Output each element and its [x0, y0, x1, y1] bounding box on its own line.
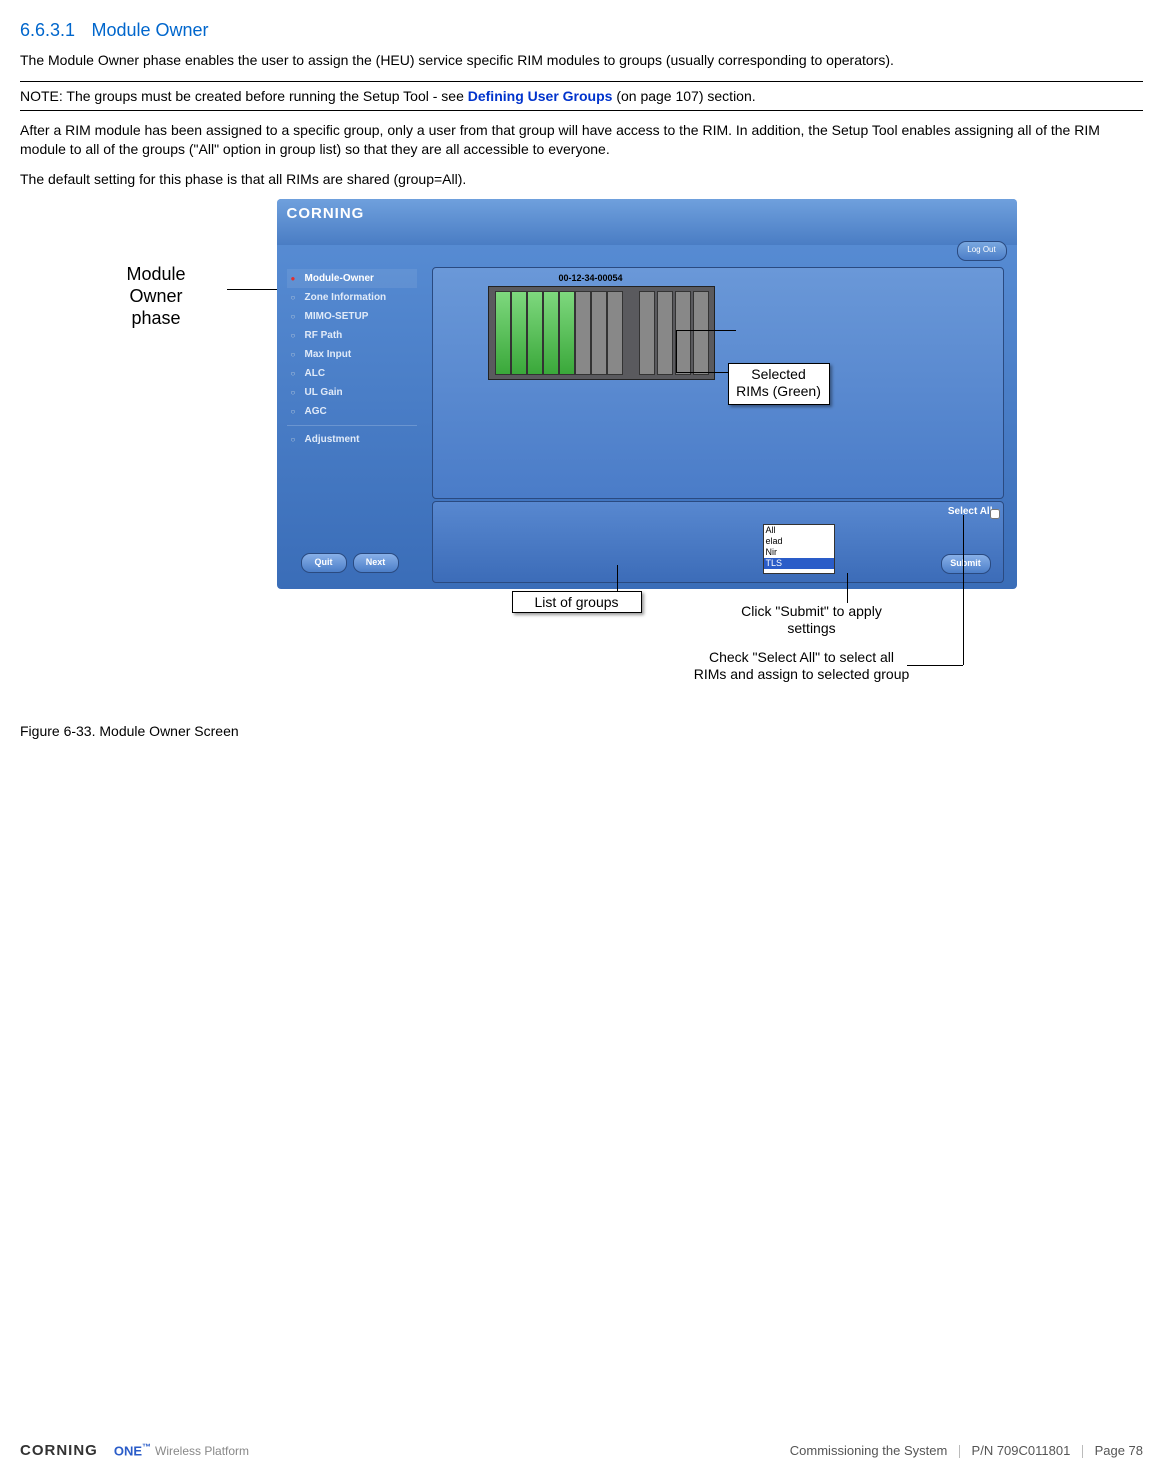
group-option-all[interactable]: All: [764, 525, 834, 536]
chassis-id: 00-12-34-00054: [559, 273, 623, 283]
group-option-tls[interactable]: TLS: [764, 558, 834, 569]
footer-right: Commissioning the System P/N 709C011801 …: [790, 1443, 1143, 1458]
callout-list-of-groups: List of groups: [512, 591, 642, 613]
empty-slot[interactable]: [675, 291, 691, 375]
note-prefix: NOTE: The groups must be created before …: [20, 88, 468, 104]
setup-sidebar: Module-OwnerZone InformationMIMO-SETUPRF…: [287, 269, 417, 449]
select-all-label: Select All: [948, 506, 993, 517]
sidebar-item-agc[interactable]: AGC: [287, 402, 417, 421]
figure-caption: Figure 6-33. Module Owner Screen: [20, 723, 1143, 739]
rim-slot[interactable]: [527, 291, 543, 375]
chassis-graphic: 00-12-34-00054: [488, 286, 715, 380]
empty-slot[interactable]: [591, 291, 607, 375]
quit-button[interactable]: Quit: [301, 553, 347, 573]
side-label-leader: [227, 289, 277, 290]
sidebar-item-mimo-setup[interactable]: MIMO-SETUP: [287, 307, 417, 326]
next-button[interactable]: Next: [353, 553, 399, 573]
note-link[interactable]: Defining User Groups: [468, 88, 613, 104]
empty-slot[interactable]: [607, 291, 623, 375]
rim-slot[interactable]: [495, 291, 511, 375]
paragraph-3: The default setting for this phase is th…: [20, 170, 1143, 190]
empty-slot[interactable]: [693, 291, 709, 375]
sidebar-item-rf-path[interactable]: RF Path: [287, 326, 417, 345]
footer-brand: CORNING: [20, 1442, 98, 1459]
empty-slot[interactable]: [575, 291, 591, 375]
note-suffix: (on page 107) section.: [612, 88, 755, 104]
section-heading: 6.6.3.1 Module Owner: [20, 20, 1143, 41]
paragraph-2: After a RIM module has been assigned to …: [20, 121, 1143, 160]
footer-platform: Wireless Platform: [155, 1444, 249, 1458]
side-label: ModuleOwnerphase: [127, 264, 186, 329]
callout-select-all: Check "Select All" to select all RIMs an…: [692, 649, 912, 683]
section-number: 6.6.3.1: [20, 20, 75, 41]
rims-callout: SelectedRIMs (Green): [728, 363, 830, 405]
empty-slot[interactable]: [639, 291, 655, 375]
app-brand: CORNING: [277, 199, 1017, 245]
logout-button[interactable]: Log Out: [957, 241, 1007, 261]
group-select[interactable]: AlleladNirTLS: [763, 524, 835, 574]
sidebar-item-max-input[interactable]: Max Input: [287, 345, 417, 364]
bottom-panel: Select All AlleladNirTLS Submit: [432, 501, 1004, 583]
sidebar-item-alc[interactable]: ALC: [287, 364, 417, 383]
page-footer: CORNING ONE™ Wireless Platform Commissio…: [20, 1442, 1143, 1459]
main-panel: 00-12-34-00054 SelectedRIMs (Green): [432, 267, 1004, 499]
sidebar-item-ul-gain[interactable]: UL Gain: [287, 383, 417, 402]
app-window: CORNING Log Out Module-OwnerZone Informa…: [277, 199, 1017, 589]
select-all-checkbox[interactable]: [990, 509, 1000, 519]
footer-one: ONE™: [114, 1442, 151, 1458]
empty-slot[interactable]: [657, 291, 673, 375]
sidebar-item-zone-information[interactable]: Zone Information: [287, 288, 417, 307]
rim-slot[interactable]: [559, 291, 575, 375]
figure-area: ModuleOwnerphase CORNING Log Out Module-…: [147, 199, 1017, 719]
section-title: Module Owner: [92, 20, 209, 41]
rim-slot[interactable]: [543, 291, 559, 375]
paragraph-1: The Module Owner phase enables the user …: [20, 51, 1143, 71]
group-option-nir[interactable]: Nir: [764, 547, 834, 558]
group-option-elad[interactable]: elad: [764, 536, 834, 547]
submit-button[interactable]: Submit: [941, 554, 991, 574]
note-box: NOTE: The groups must be created before …: [20, 81, 1143, 111]
sidebar-item-module-owner[interactable]: Module-Owner: [287, 269, 417, 288]
rim-slot[interactable]: [511, 291, 527, 375]
sidebar-item-adjustment[interactable]: Adjustment: [287, 430, 417, 449]
callout-submit: Click "Submit" to apply settings: [717, 603, 907, 637]
